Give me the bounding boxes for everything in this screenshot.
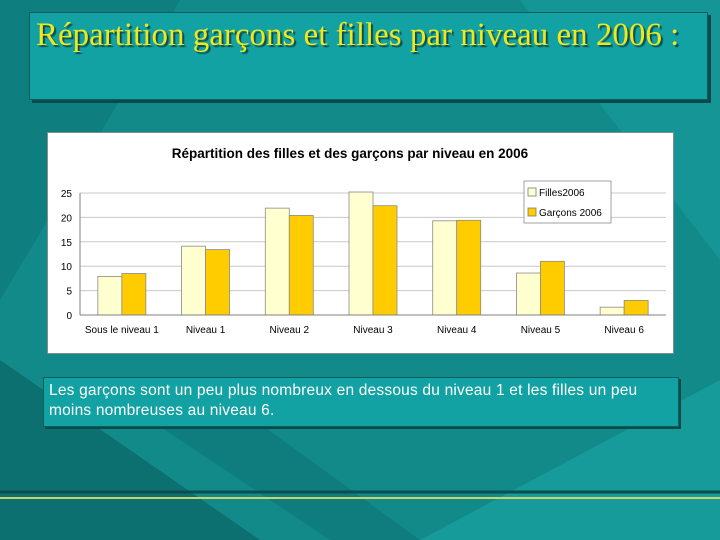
y-tick-label: 20: [61, 213, 73, 224]
bar-garcons: [121, 273, 147, 316]
x-tick-label: Niveau 1: [186, 325, 226, 336]
bar-filles: [264, 207, 290, 316]
bar-filles: [97, 276, 123, 316]
axes: 0 5 10 15 20 25 Sous le niveau 1 Niveau 1 Niveau…: [61, 189, 666, 336]
legend-swatch: [527, 207, 537, 217]
y-tick-label: 15: [61, 238, 73, 249]
title-box: Répartition garçons et filles par niveau…: [29, 12, 708, 100]
bar-filles: [432, 220, 458, 316]
y-tick-label: 5: [66, 287, 72, 298]
bar-garcons: [372, 205, 398, 316]
x-tick-label: Niveau 4: [437, 325, 477, 336]
x-tick-label: Niveau 5: [521, 325, 561, 336]
caption-box: Les garçons sont un peu plus nombreux en…: [43, 377, 679, 427]
x-tick-label: Niveau 6: [604, 325, 644, 336]
y-tick-label: 10: [61, 262, 73, 273]
y-tick-label: 0: [66, 311, 72, 322]
slide-title: Répartition garçons et filles par niveau…: [36, 17, 680, 53]
x-tick-label: Niveau 2: [270, 325, 310, 336]
bar-filles: [516, 272, 541, 316]
chart-title: Répartition des filles et des garçons pa…: [172, 146, 529, 161]
chart-panel: Répartition des filles et des garçons pa…: [47, 132, 674, 354]
legend: Filles2006 Garçons 2006: [523, 180, 612, 224]
bar-garcons: [623, 299, 649, 316]
bar-garcons: [456, 219, 482, 316]
legend-swatch: [527, 187, 537, 197]
bar-garcons: [540, 260, 565, 316]
bar-filles: [181, 245, 206, 316]
caption-text: Les garçons sont un peu plus nombreux en…: [49, 382, 638, 419]
bar-garcons: [205, 249, 230, 316]
bar-garcons: [288, 215, 314, 316]
x-tick-label: Sous le niveau 1: [85, 325, 159, 336]
x-tick-label: Niveau 3: [353, 325, 393, 336]
bar-filles: [599, 306, 625, 316]
bar-filles: [348, 191, 374, 316]
legend-label: Filles2006: [539, 188, 585, 199]
y-tick-label: 25: [61, 189, 73, 200]
bar-chart: Répartition des filles et des garçons pa…: [61, 146, 666, 336]
legend-label: Garçons 2006: [539, 208, 602, 219]
legend-box: [523, 180, 612, 224]
